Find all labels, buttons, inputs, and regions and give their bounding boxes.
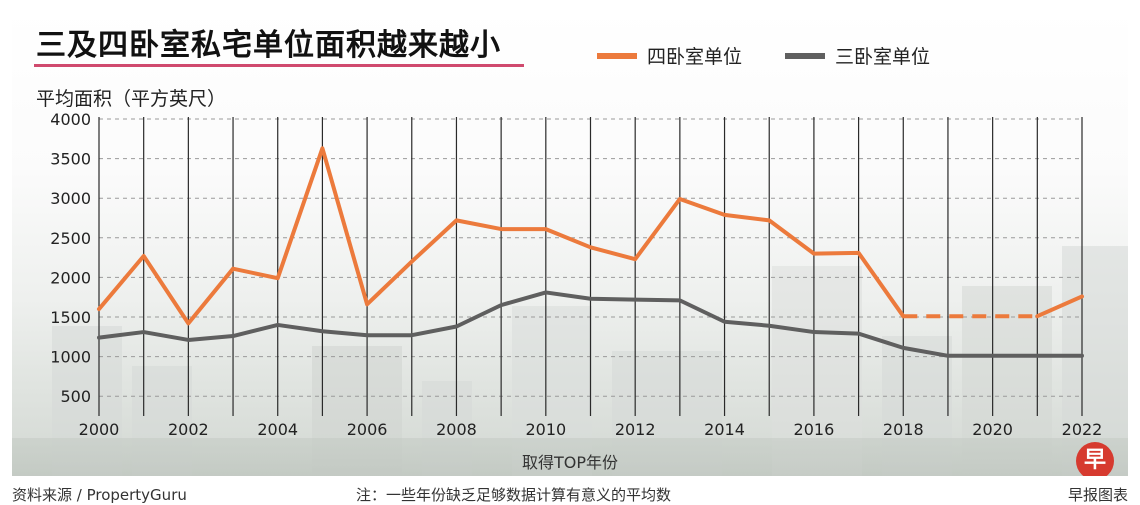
credit: 早报图表 [1067, 486, 1128, 504]
series-line-three-bedroom [97, 290, 1084, 358]
y-tick-label: 3000 [50, 189, 91, 208]
source-note: 资料来源 / PropertyGuru [12, 486, 187, 504]
x-tick-label: 2022 [1062, 420, 1103, 439]
zaobao-logo: 早 [1076, 442, 1114, 476]
x-tick-label: 2020 [972, 420, 1013, 439]
legend-label-three-bedroom: 三卧室单位 [835, 46, 931, 68]
footnote: 注：一些年份缺乏足够数据计算有意义的平均数 [356, 486, 672, 504]
x-tick-label: 2000 [79, 420, 120, 439]
y-tick-label: 4000 [50, 110, 91, 129]
backdrop-building [1062, 246, 1128, 476]
x-tick-label: 2004 [257, 420, 298, 439]
y-tick-label: 2500 [50, 229, 91, 248]
y-tick-label: 500 [60, 387, 91, 406]
x-tick-label: 2016 [794, 420, 835, 439]
line-chart: 500 1000 1500 2000 2500 3000 3500 4000 2000 2002 2… [50, 110, 1103, 439]
chart-title: 三及四卧室私宅单位面积越来越小 [36, 28, 501, 63]
x-tick-label: 2010 [525, 420, 566, 439]
x-tick-label: 2012 [615, 420, 656, 439]
x-tick-label: 2018 [883, 420, 924, 439]
x-axis-label: 取得TOP年份 [521, 453, 619, 472]
chart-figure: 500 1000 1500 2000 2500 3000 3500 4000 2000 2002 2… [12, 8, 1128, 476]
legend-label-four-bedroom: 四卧室单位 [647, 46, 743, 68]
backdrop-trees [12, 438, 1128, 476]
title-underline [34, 64, 524, 67]
y-tick-label: 3500 [50, 150, 91, 169]
series-line-four-bedroom [1035, 294, 1084, 319]
x-tick-label: 2008 [436, 420, 477, 439]
series-line-four-bedroom [97, 146, 906, 326]
legend-item-three-bedroom: 三卧室单位 [785, 42, 930, 69]
x-tick-label: 2002 [168, 420, 209, 439]
x-tick-label: 2006 [347, 420, 388, 439]
x-tick-label: 2014 [704, 420, 745, 439]
legend-swatch-four-bedroom [597, 52, 637, 59]
legend-item-four-bedroom: 四卧室单位 [597, 42, 742, 69]
legend-swatch-three-bedroom [785, 52, 825, 59]
y-tick-label: 1000 [50, 348, 91, 367]
y-axis-label: 平均面积（平方英尺） [36, 88, 227, 110]
y-tick-label: 2000 [50, 268, 91, 287]
y-tick-label: 1500 [50, 308, 91, 327]
